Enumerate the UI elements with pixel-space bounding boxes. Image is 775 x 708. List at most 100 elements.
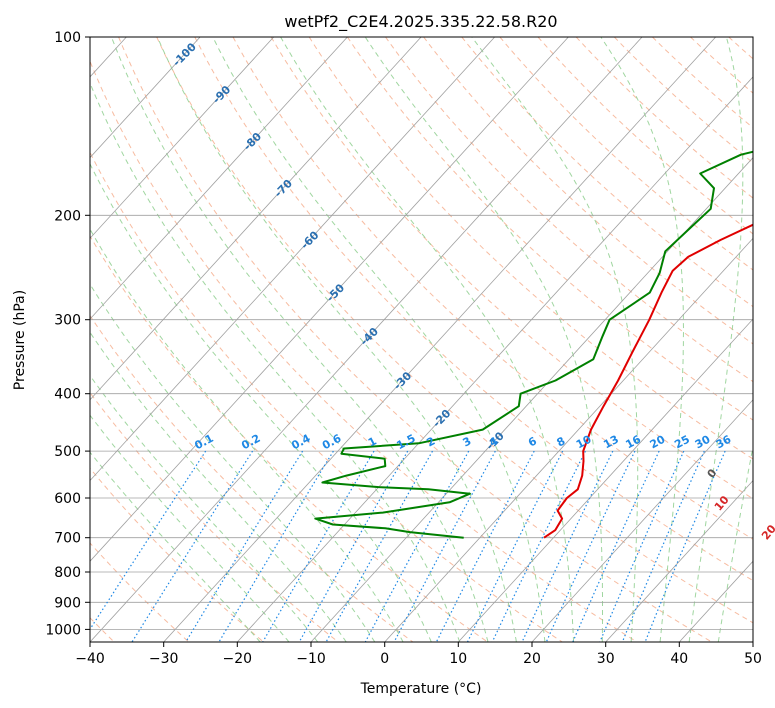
adiabat-labels: 102030400 bbox=[705, 466, 775, 542]
x-tick-label: 40 bbox=[670, 651, 688, 667]
moist-adiabat-line bbox=[688, 37, 744, 642]
dry-adiabat-line bbox=[613, 37, 753, 164]
dry-adiabat-line bbox=[537, 37, 753, 235]
y-axis: 100 200 300 400 500 600 700 800 900 1000 bbox=[45, 30, 90, 638]
moist-adiabat-line bbox=[90, 283, 376, 642]
plot-area: -100-90-80-70-60-50-40-30-20-10 bbox=[90, 37, 775, 642]
mixing-ratio-label: 36 bbox=[714, 433, 734, 452]
y-tick-label: 1000 bbox=[45, 622, 81, 638]
moist-adiabat-line bbox=[717, 444, 753, 642]
isotherm-line bbox=[163, 37, 716, 642]
mixing-ratio-label: 0.2 bbox=[239, 432, 262, 453]
mixing-ratio-label: 0.6 bbox=[320, 432, 344, 453]
mixing-ratio-label: 0.1 bbox=[192, 432, 215, 453]
isotherm-line bbox=[384, 237, 753, 642]
dry-adiabat-line bbox=[767, 37, 775, 642]
mixing-ratio-line bbox=[599, 450, 685, 642]
dry-adiabat-line bbox=[90, 235, 488, 642]
isotherm-line bbox=[90, 37, 495, 482]
isotherm-line bbox=[605, 479, 753, 642]
dry-adiabat-line bbox=[90, 467, 264, 642]
mixing-ratio-line bbox=[466, 450, 564, 642]
mixing-ratio-label: 3 bbox=[461, 434, 474, 449]
mixing-ratio-line bbox=[393, 450, 496, 642]
moist-adiabat-line bbox=[90, 414, 290, 642]
x-tick-label: 50 bbox=[744, 651, 762, 667]
temperature-line bbox=[543, 223, 753, 539]
mixing-ratio-label: 0.4 bbox=[289, 432, 313, 453]
dry-adiabat-line bbox=[90, 391, 339, 642]
mixing-ratio-label: 30 bbox=[693, 433, 713, 452]
isotherm-line bbox=[90, 37, 569, 562]
mixing-ratio-line bbox=[545, 450, 636, 642]
moist-adiabat-line bbox=[212, 37, 546, 642]
moist-adiabat-line bbox=[364, 37, 603, 642]
y-tick-label: 600 bbox=[54, 491, 81, 507]
mixing-ratio-line bbox=[185, 450, 304, 642]
dry-adiabat-line bbox=[423, 37, 753, 345]
dry-adiabat-line bbox=[90, 60, 638, 642]
mixing-ratio-line bbox=[90, 450, 207, 631]
isotherm-label: -100 bbox=[170, 40, 199, 69]
mixing-ratio-label: 25 bbox=[672, 433, 692, 452]
mixing-ratio-line bbox=[572, 450, 660, 642]
moist-adiabat-line bbox=[156, 37, 517, 642]
moist-adiabat-line bbox=[471, 37, 639, 642]
mixing-ratio-line bbox=[262, 450, 375, 642]
moist-adiabat-line bbox=[90, 374, 319, 642]
dry-adiabat-line bbox=[728, 37, 753, 60]
chart-title: wetPf2_C2E4.2025.335.22.58.R20 bbox=[284, 12, 557, 32]
x-tick-label: 10 bbox=[449, 651, 467, 667]
dry-adiabat-line bbox=[232, 37, 753, 540]
moist-adiabat-line bbox=[280, 37, 575, 642]
y-axis-label: Pressure (hPa) bbox=[12, 290, 28, 390]
mixing-ratio-label: 10 bbox=[574, 433, 594, 452]
mixing-ratio-label: 2 bbox=[424, 434, 437, 449]
x-axis: −40 −30 −20 −10 0 10 20 30 40 50 bbox=[75, 642, 762, 667]
isotherm-line bbox=[90, 37, 201, 159]
mixing-ratio-label: 6 bbox=[526, 434, 539, 449]
y-tick-label: 100 bbox=[54, 30, 81, 46]
dry-adiabat-line bbox=[385, 37, 753, 383]
dry-adiabat-line bbox=[346, 37, 753, 421]
zero-isotherm-label: 0 bbox=[705, 466, 720, 480]
dry-adiabat-line bbox=[90, 542, 190, 642]
dry-adiabat-line bbox=[461, 37, 753, 308]
x-tick-label: −20 bbox=[223, 651, 253, 667]
mixing-ratio-line bbox=[325, 450, 434, 642]
moist-adiabat-line bbox=[90, 162, 432, 642]
isotherm-line bbox=[90, 37, 274, 239]
isotherm-labels: -100-90-80-70-60-50-40-30-20-10 bbox=[170, 40, 507, 452]
adiabat-label: 10 bbox=[712, 493, 732, 513]
y-tick-label: 300 bbox=[54, 313, 81, 329]
isotherm-line bbox=[90, 37, 422, 401]
dry-adiabat-line bbox=[90, 314, 414, 642]
moist-adiabat-line bbox=[110, 37, 489, 642]
dry-adiabat-line bbox=[156, 37, 753, 624]
y-tick-label: 900 bbox=[54, 595, 81, 611]
dry-adiabat-line bbox=[90, 151, 563, 642]
isotherm-line bbox=[237, 76, 753, 642]
dry-adiabat-line bbox=[194, 37, 753, 582]
isotherm-line bbox=[752, 641, 753, 642]
dry-adiabat-line bbox=[652, 37, 753, 129]
mixing-ratio-label: 13 bbox=[601, 433, 621, 452]
dewpoint-line bbox=[314, 150, 753, 539]
isotherm-line bbox=[90, 37, 643, 642]
mixing-ratio-line bbox=[218, 450, 334, 642]
moist-adiabats bbox=[90, 37, 753, 642]
mixing-ratio-line bbox=[521, 450, 614, 642]
dry-adiabat-line bbox=[575, 37, 753, 199]
dry-adiabats bbox=[90, 37, 775, 642]
mixing-ratio-line bbox=[435, 450, 535, 642]
mixing-ratio-label: 16 bbox=[623, 433, 643, 452]
isotherm-line bbox=[90, 37, 348, 320]
moist-adiabat-line bbox=[90, 228, 404, 642]
moist-adiabat-line bbox=[90, 451, 261, 642]
dry-adiabat-line bbox=[499, 37, 753, 271]
mixing-ratio-line bbox=[491, 450, 586, 642]
mixing-ratio-label: 20 bbox=[648, 433, 668, 452]
x-axis-label: Temperature (°C) bbox=[360, 681, 482, 697]
x-tick-label: 30 bbox=[597, 651, 615, 667]
moist-adiabat-line bbox=[90, 81, 461, 642]
